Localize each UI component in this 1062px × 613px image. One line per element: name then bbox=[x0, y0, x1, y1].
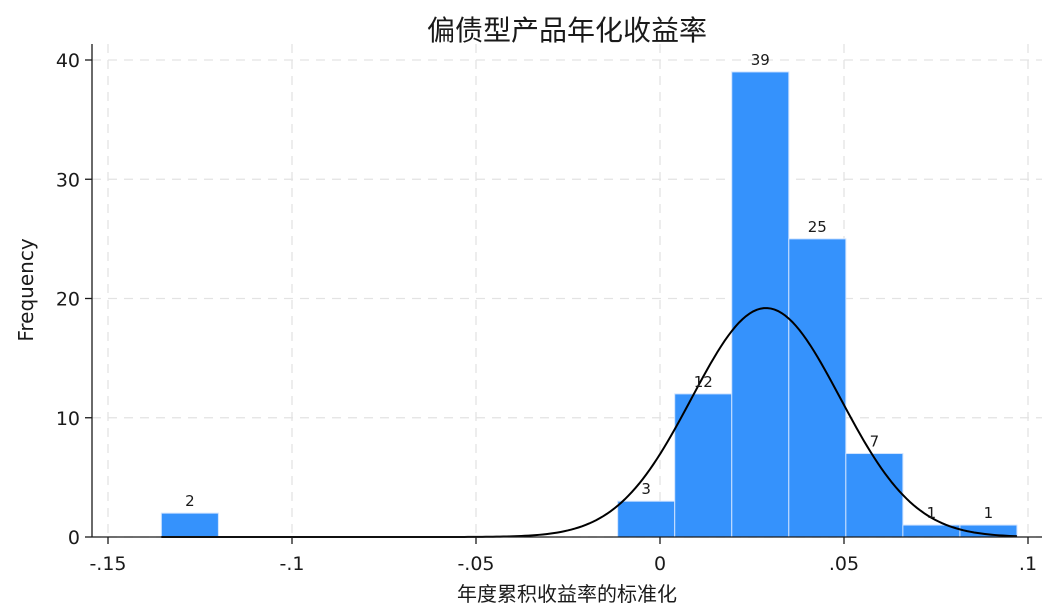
bar-value-label-4: 25 bbox=[808, 218, 827, 236]
chart-title: 偏债型产品年化收益率 bbox=[427, 14, 707, 47]
bar-value-label-5: 7 bbox=[870, 433, 880, 451]
x-tick-label-0: -.15 bbox=[89, 553, 126, 575]
bar-value-label-7: 1 bbox=[984, 504, 994, 522]
bar-3 bbox=[731, 71, 790, 538]
bars bbox=[160, 71, 1018, 538]
y-tick-label-2: 20 bbox=[56, 289, 80, 311]
bar-value-label-0: 2 bbox=[185, 492, 195, 510]
axes bbox=[85, 44, 1042, 544]
bar-2 bbox=[674, 393, 733, 538]
x-tick-label-3: 0 bbox=[654, 553, 666, 575]
bar-4 bbox=[788, 238, 847, 538]
x-tick-label-2: -.05 bbox=[457, 553, 494, 575]
bar-5 bbox=[845, 453, 904, 538]
y-tick-label-0: 0 bbox=[68, 527, 80, 549]
bar-value-label-6: 1 bbox=[927, 504, 937, 522]
bar-value-labels: 2 3 12 39 25 7 1 1 bbox=[185, 51, 993, 522]
y-tick-label-3: 30 bbox=[56, 169, 80, 191]
tick-labels: -.15 -.1 -.05 0 .05 .1 0 10 20 30 40 bbox=[56, 50, 1037, 575]
bar-1 bbox=[617, 500, 676, 538]
bar-value-label-1: 3 bbox=[641, 480, 651, 498]
bar-value-label-3: 39 bbox=[751, 51, 770, 69]
x-tick-label-4: .05 bbox=[829, 553, 859, 575]
y-tick-label-4: 40 bbox=[56, 50, 80, 72]
bar-value-label-2: 12 bbox=[694, 373, 713, 391]
y-axis-label: Frequency bbox=[14, 238, 38, 341]
x-tick-label-5: .1 bbox=[1019, 553, 1037, 575]
y-tick-label-1: 10 bbox=[56, 408, 80, 430]
x-axis-label: 年度累积收益率的标准化 bbox=[457, 582, 677, 606]
x-tick-label-1: -.1 bbox=[280, 553, 305, 575]
bar-0 bbox=[160, 512, 219, 538]
